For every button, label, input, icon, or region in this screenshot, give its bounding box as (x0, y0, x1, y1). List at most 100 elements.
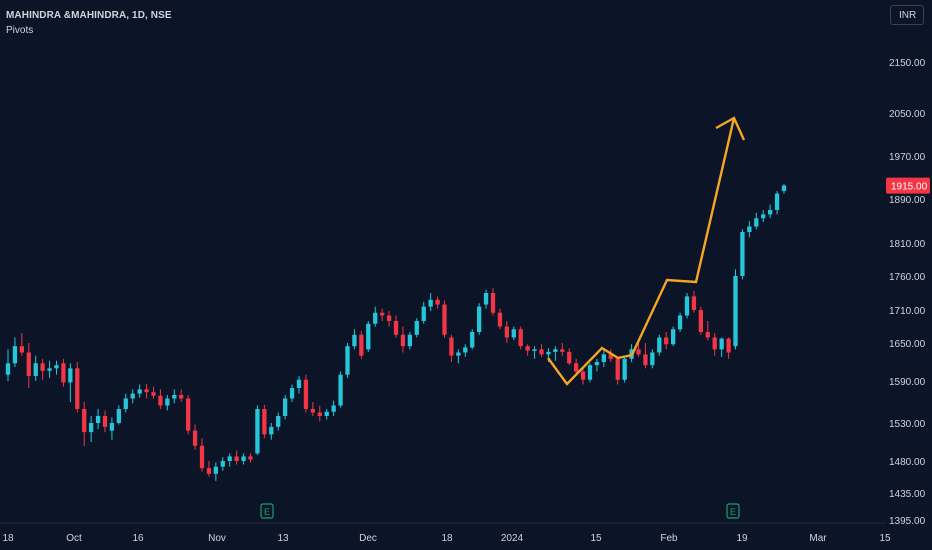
candle-body (61, 363, 66, 383)
y-axis-tick-label: 1480.00 (889, 457, 926, 468)
candle-body (234, 456, 239, 461)
y-axis-tick-label: 1810.00 (889, 239, 926, 250)
candle-body (670, 329, 676, 345)
candle-body (199, 445, 205, 469)
candle-body (269, 426, 274, 435)
candle-body (95, 416, 101, 423)
candle-body (539, 349, 544, 355)
candle-body (567, 351, 572, 364)
candle-body (643, 354, 648, 366)
candle-body (449, 337, 454, 356)
x-axis-tick-label: Mar (809, 533, 827, 544)
candle-body (185, 398, 191, 431)
candle-body (657, 337, 662, 353)
candle-body (691, 296, 697, 310)
candle-body (303, 379, 309, 409)
candle-body (573, 363, 579, 372)
x-axis-tick-label: 19 (736, 533, 748, 544)
candle-body (497, 312, 503, 327)
candle-body (109, 423, 115, 431)
candle-body (373, 312, 378, 324)
earnings-marker-label: E (730, 507, 736, 517)
candle-body (740, 232, 745, 276)
candle-body (463, 347, 468, 353)
candle-body (483, 293, 489, 305)
y-axis-tick-label: 1710.00 (889, 306, 926, 317)
currency-selector[interactable]: INR (890, 5, 924, 25)
candle-body (255, 409, 260, 454)
candle-body (622, 358, 627, 380)
candle-body (227, 456, 232, 461)
candle-body (386, 315, 392, 321)
candle-body (47, 368, 52, 371)
candle-body (774, 193, 780, 210)
symbol-title[interactable]: MAHINDRA &MAHINDRA, 1D, NSE (6, 10, 172, 21)
candle-body (151, 392, 156, 396)
y-axis-tick-label: 2150.00 (889, 58, 926, 69)
candle-body (5, 363, 11, 375)
x-axis-tick-label: 2024 (501, 533, 524, 544)
candle-body (158, 395, 163, 406)
candle-body (414, 321, 419, 335)
candle-body (767, 210, 773, 215)
candle-body (289, 388, 295, 399)
y-axis-tick-label: 1530.00 (889, 419, 926, 430)
candle-body (705, 332, 710, 338)
candle-body (359, 334, 364, 356)
candle-body (719, 338, 724, 350)
candle-body (546, 351, 551, 355)
candle-body (726, 338, 731, 353)
candle-body (144, 389, 149, 393)
candle-body (352, 334, 357, 347)
projection-arrowhead (715, 116, 746, 141)
candle-body (636, 349, 641, 355)
candle-body (712, 337, 717, 350)
x-axis-tick-label: 18 (441, 533, 453, 544)
candle-body (587, 365, 593, 380)
candle-body (192, 430, 198, 446)
last-price-label: 1915.00 (891, 182, 928, 193)
candle-body (33, 363, 38, 376)
x-axis-tick-label: 18 (2, 533, 14, 544)
x-axis-tick-label: 15 (590, 533, 602, 544)
y-axis-tick-label: 1590.00 (889, 377, 926, 388)
x-axis-tick-label: Feb (660, 533, 678, 544)
candle-body (594, 362, 600, 366)
last-price-badge (886, 177, 930, 194)
indicator-label[interactable]: Pivots (6, 25, 34, 36)
candle-body (421, 306, 426, 321)
candle-body (580, 371, 586, 380)
candle-body (82, 409, 87, 433)
candle-body (379, 312, 385, 316)
y-axis-tick-label: 1650.00 (889, 339, 926, 350)
candle-body (324, 411, 329, 416)
x-axis-tick-label: Dec (359, 533, 377, 544)
candle-body (511, 329, 516, 338)
candle-body (490, 293, 496, 313)
candle-body (40, 363, 45, 371)
y-axis-tick-label: 2050.00 (889, 109, 926, 120)
candle-body (560, 349, 565, 352)
candle-body (116, 409, 122, 423)
candle-body (407, 334, 413, 347)
candle-body (650, 352, 655, 366)
candle-body (518, 329, 523, 347)
x-axis-tick-label: 13 (277, 533, 289, 544)
x-axis-tick-label: 16 (132, 533, 144, 544)
candle-body (137, 389, 142, 394)
candle-body (220, 461, 225, 467)
earnings-marker-label: E (264, 507, 270, 517)
candle-body (698, 310, 704, 332)
candle-body (345, 346, 350, 375)
y-axis-tick-label: 1435.00 (889, 489, 926, 500)
candle-body (754, 218, 759, 227)
candle-body (102, 416, 108, 427)
candle-body (677, 315, 683, 330)
candle-body (75, 368, 80, 409)
x-axis-tick-label: Oct (66, 533, 82, 544)
candle-body (470, 332, 475, 348)
candle-body (241, 456, 246, 461)
candle-body (608, 354, 613, 359)
candle-body (664, 337, 669, 345)
